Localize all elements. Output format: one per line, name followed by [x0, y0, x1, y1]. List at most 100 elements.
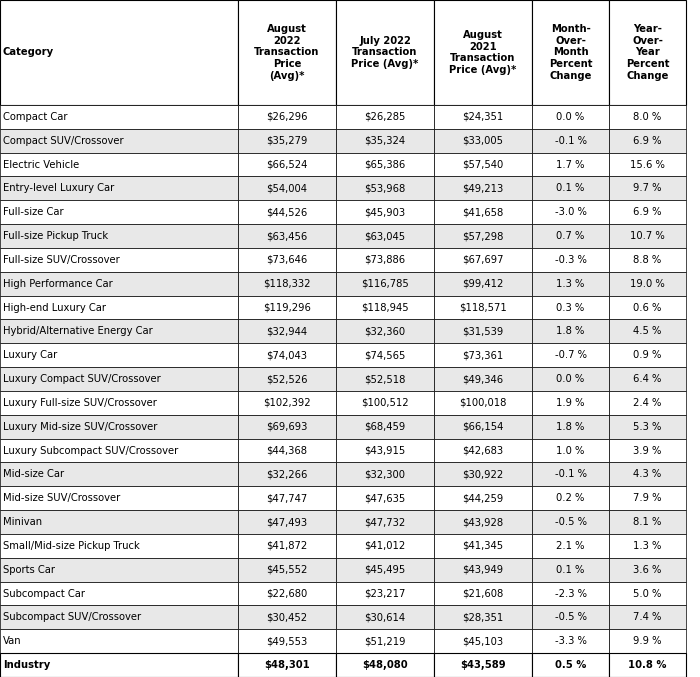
Bar	[238, 177, 336, 200]
Text: Minivan: Minivan	[3, 517, 42, 527]
Bar	[434, 271, 532, 296]
Bar	[532, 200, 609, 224]
Text: 5.0 %: 5.0 %	[634, 588, 662, 598]
Bar	[532, 248, 609, 271]
Bar	[434, 152, 532, 177]
Text: Entry-level Luxury Car: Entry-level Luxury Car	[3, 183, 114, 194]
Bar	[434, 582, 532, 605]
Bar	[532, 105, 609, 129]
Bar	[0, 343, 238, 367]
Bar	[434, 605, 532, 630]
Bar	[609, 558, 686, 582]
Bar	[609, 152, 686, 177]
Text: $63,045: $63,045	[365, 231, 405, 241]
Text: 0.5 %: 0.5 %	[555, 660, 586, 670]
Text: $26,285: $26,285	[364, 112, 406, 122]
Text: $30,452: $30,452	[267, 613, 307, 622]
Bar	[609, 177, 686, 200]
Text: $43,928: $43,928	[463, 517, 503, 527]
Bar	[532, 367, 609, 391]
Text: 0.0 %: 0.0 %	[556, 374, 584, 384]
Text: $33,005: $33,005	[463, 135, 503, 146]
Bar	[0, 177, 238, 200]
Text: Year-
Over-
Year
Percent
Change: Year- Over- Year Percent Change	[626, 24, 669, 81]
Text: $30,614: $30,614	[365, 613, 405, 622]
Bar	[532, 486, 609, 510]
Text: $102,392: $102,392	[263, 398, 311, 408]
Bar	[434, 415, 532, 439]
Text: 6.9 %: 6.9 %	[634, 207, 662, 217]
Text: $54,004: $54,004	[267, 183, 307, 194]
Bar	[238, 248, 336, 271]
Text: -0.3 %: -0.3 %	[554, 255, 587, 265]
Bar	[336, 510, 434, 534]
Bar	[609, 582, 686, 605]
Bar	[609, 462, 686, 486]
Bar	[0, 605, 238, 630]
Text: High Performance Car: High Performance Car	[3, 279, 113, 288]
Text: $48,301: $48,301	[264, 660, 310, 670]
Bar	[609, 486, 686, 510]
Text: Electric Vehicle: Electric Vehicle	[3, 160, 79, 169]
Bar	[336, 439, 434, 462]
Text: $119,296: $119,296	[263, 303, 311, 313]
Bar	[238, 271, 336, 296]
Bar	[434, 320, 532, 343]
Text: Full-size SUV/Crossover: Full-size SUV/Crossover	[3, 255, 120, 265]
Bar	[238, 534, 336, 558]
Bar	[434, 510, 532, 534]
Bar	[238, 486, 336, 510]
Bar	[434, 653, 532, 677]
Text: 1.8 %: 1.8 %	[556, 326, 584, 336]
Bar	[532, 439, 609, 462]
Text: $43,915: $43,915	[365, 445, 405, 456]
Text: High-end Luxury Car: High-end Luxury Car	[3, 303, 106, 313]
Bar	[434, 439, 532, 462]
Text: $73,886: $73,886	[365, 255, 405, 265]
Bar	[238, 462, 336, 486]
Text: $43,949: $43,949	[463, 565, 503, 575]
Text: Mid-size SUV/Crossover: Mid-size SUV/Crossover	[3, 494, 120, 503]
Text: 4.5 %: 4.5 %	[634, 326, 662, 336]
Bar	[0, 200, 238, 224]
Text: Van: Van	[3, 636, 22, 647]
Bar	[0, 320, 238, 343]
Bar	[238, 0, 336, 105]
Text: $47,747: $47,747	[267, 494, 307, 503]
Text: 6.9 %: 6.9 %	[634, 135, 662, 146]
Text: $32,266: $32,266	[266, 469, 308, 479]
Bar	[434, 0, 532, 105]
Text: $45,903: $45,903	[365, 207, 405, 217]
Bar	[336, 248, 434, 271]
Bar	[238, 653, 336, 677]
Bar	[238, 152, 336, 177]
Bar	[0, 391, 238, 415]
Text: $68,459: $68,459	[365, 422, 405, 432]
Text: $23,217: $23,217	[364, 588, 406, 598]
Bar	[238, 105, 336, 129]
Bar	[0, 296, 238, 320]
Text: Luxury Full-size SUV/Crossover: Luxury Full-size SUV/Crossover	[3, 398, 157, 408]
Bar	[336, 462, 434, 486]
Text: 2.4 %: 2.4 %	[634, 398, 662, 408]
Bar	[336, 177, 434, 200]
Text: August
2021
Transaction
Price (Avg)*: August 2021 Transaction Price (Avg)*	[449, 30, 517, 75]
Text: $42,683: $42,683	[463, 445, 503, 456]
Bar	[434, 177, 532, 200]
Text: $44,368: $44,368	[267, 445, 307, 456]
Text: $44,259: $44,259	[463, 494, 503, 503]
Bar	[609, 534, 686, 558]
Text: -0.1 %: -0.1 %	[554, 469, 587, 479]
Bar	[609, 320, 686, 343]
Text: $24,351: $24,351	[463, 112, 503, 122]
Text: Subcompact Car: Subcompact Car	[3, 588, 85, 598]
Text: 10.7 %: 10.7 %	[630, 231, 665, 241]
Text: Industry: Industry	[3, 660, 50, 670]
Bar	[238, 200, 336, 224]
Bar	[238, 343, 336, 367]
Bar	[238, 439, 336, 462]
Bar	[434, 391, 532, 415]
Text: -0.5 %: -0.5 %	[554, 613, 587, 622]
Text: Luxury Subcompact SUV/Crossover: Luxury Subcompact SUV/Crossover	[3, 445, 178, 456]
Text: $41,658: $41,658	[463, 207, 503, 217]
